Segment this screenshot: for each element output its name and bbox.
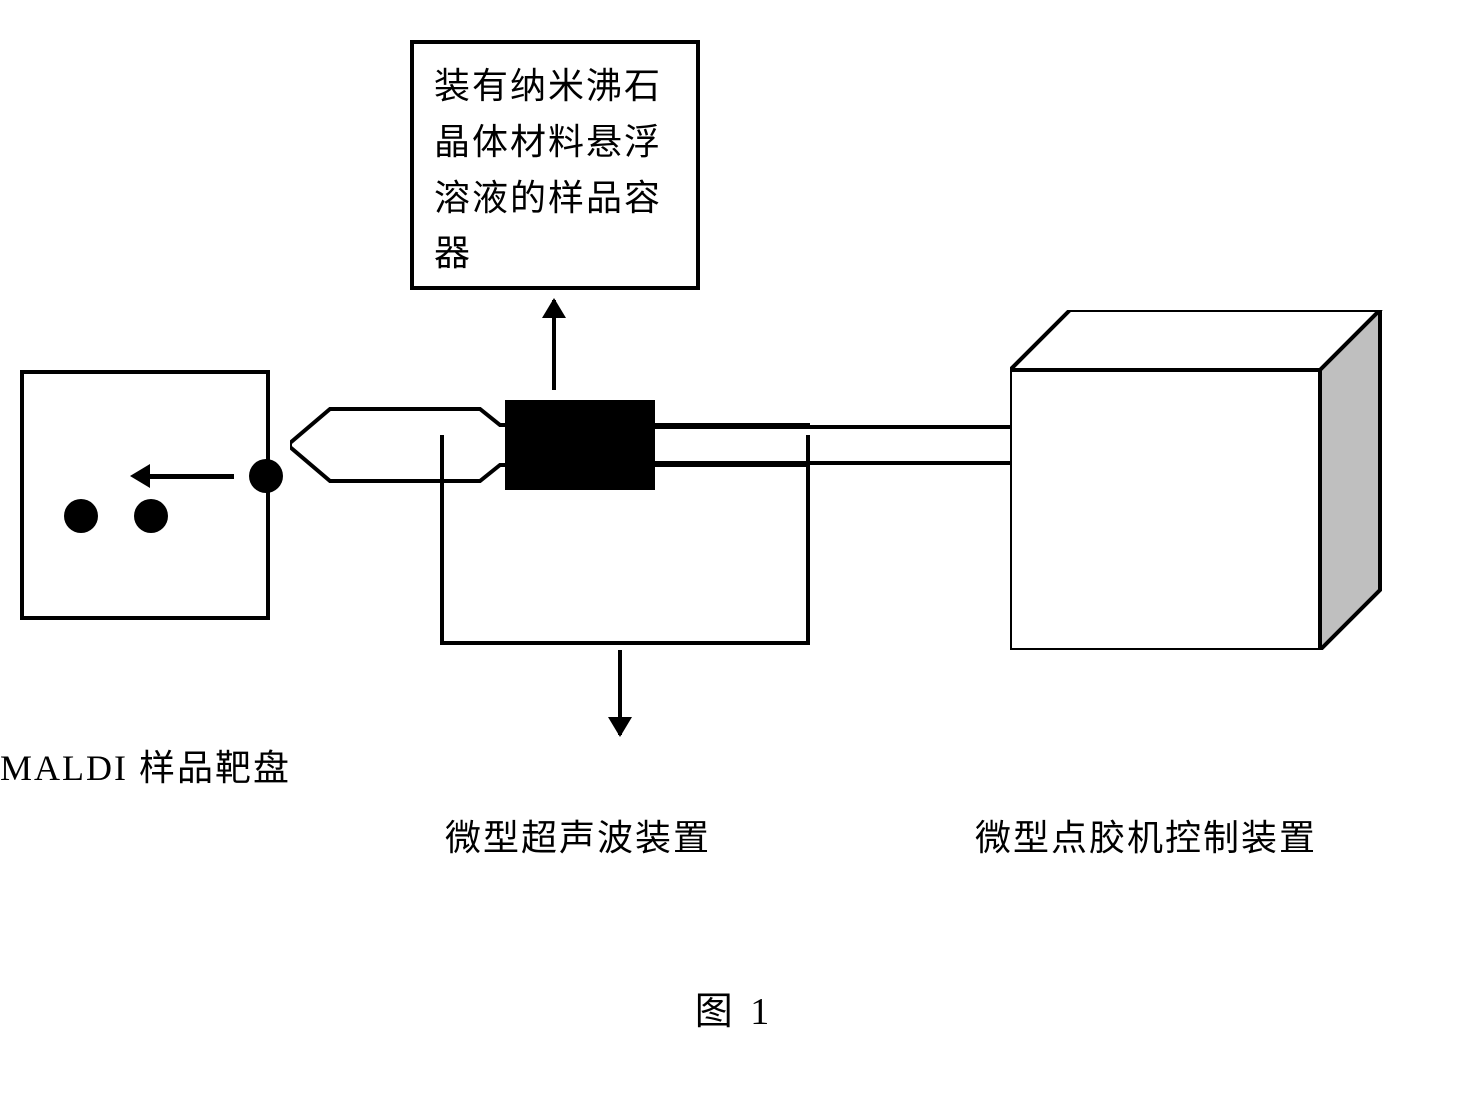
sample-dot-icon bbox=[64, 499, 98, 533]
arrow-container-to-injector bbox=[552, 300, 556, 390]
controller-label: 微型点胶机控制装置 bbox=[975, 810, 1317, 868]
figure-caption: 图 1 bbox=[0, 980, 1468, 1035]
sample-dot-icon bbox=[134, 499, 168, 533]
sample-dot-icon bbox=[249, 459, 283, 493]
arrow-ultrasonic-down bbox=[618, 650, 622, 735]
diagram-root: 装有纳米沸石晶体材料悬浮溶液的样品容器 MALDI 样品靶盘 微型超声波装 bbox=[0, 40, 1468, 940]
ultrasonic-label: 微型超声波装置 bbox=[445, 810, 725, 868]
sample-container-node: 装有纳米沸石晶体材料悬浮溶液的样品容器 bbox=[410, 40, 700, 290]
ultrasonic-stage-node bbox=[440, 435, 810, 645]
maldi-plate-label: MALDI 样品靶盘 bbox=[0, 740, 291, 798]
arrow-left-icon bbox=[144, 474, 234, 479]
maldi-plate-node bbox=[20, 370, 270, 620]
controller-cube-node bbox=[1010, 310, 1390, 650]
